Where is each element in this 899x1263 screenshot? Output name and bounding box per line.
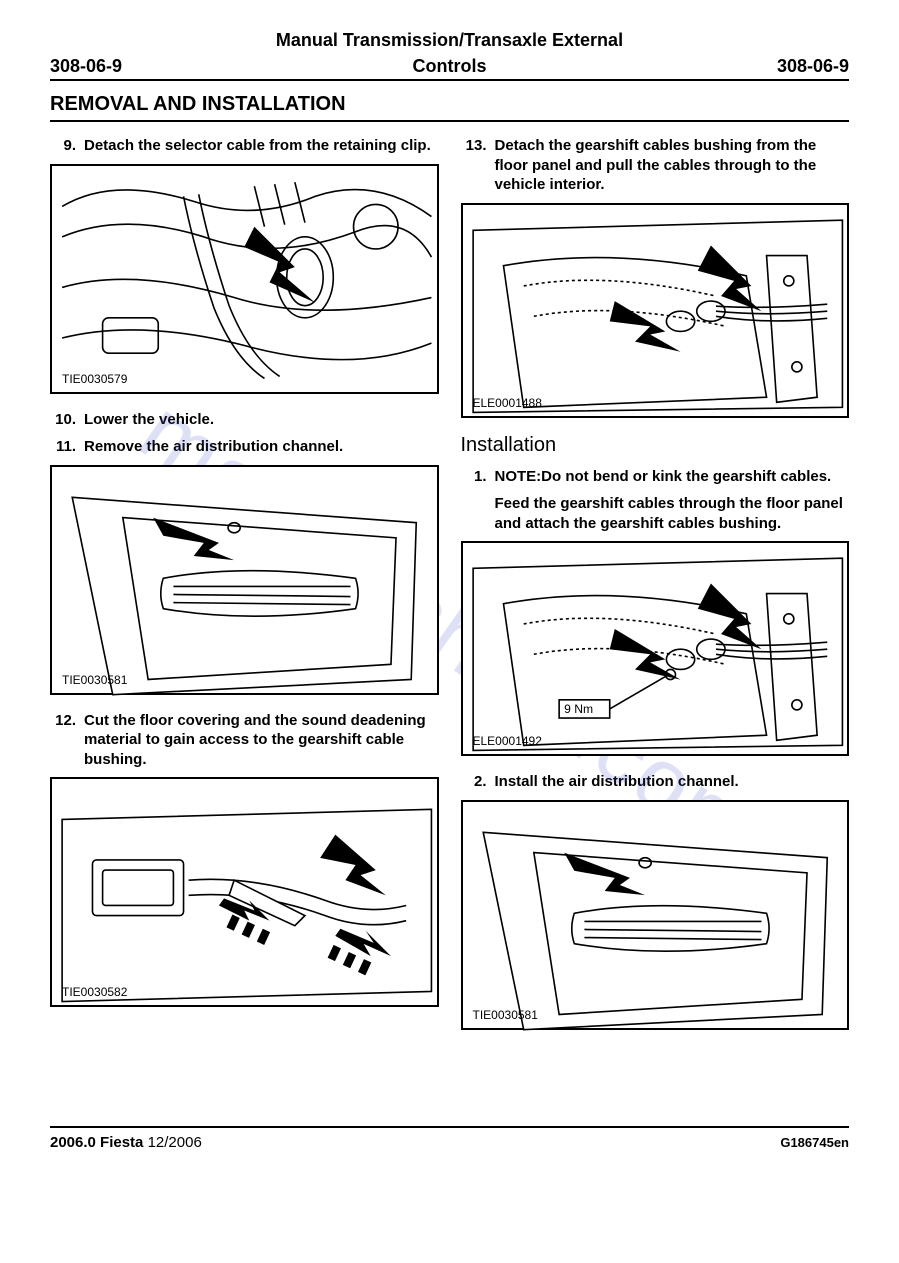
arrow-icon: [244, 226, 315, 302]
step-text: Detach the selector cable from the retai…: [84, 136, 439, 156]
step-12: 12. Cut the floor covering and the sound…: [50, 711, 439, 770]
left-column: 9. Detach the selector cable from the re…: [50, 136, 439, 1046]
step-number: 1.: [461, 467, 487, 487]
step-text: Detach the gearshift cables bushing from…: [495, 136, 850, 195]
diagram-air-channel: [52, 467, 437, 700]
figure-id: ELE0001492: [473, 734, 542, 748]
header-row: 308-06-9 Controls 308-06-9: [50, 56, 849, 82]
figure-step9: TIE0030579: [50, 164, 439, 394]
step-text: Lower the vehicle.: [84, 410, 439, 430]
footer-date: 12/2006: [148, 1134, 202, 1151]
page-header: Manual Transmission/Transaxle External: [50, 30, 849, 52]
figure-install2: TIE0030581: [461, 800, 850, 1030]
figure-id: TIE0030579: [62, 372, 127, 386]
figure-step11: TIE0030581: [50, 465, 439, 695]
torque-label: 9 Nm: [564, 702, 593, 716]
step-13: 13. Detach the gearshift cables bushing …: [461, 136, 850, 195]
step-text: Cut the floor covering and the sound dea…: [84, 711, 439, 770]
step-10: 10. Lower the vehicle.: [50, 410, 439, 430]
step-number: 9.: [50, 136, 76, 156]
header-title-line1: Manual Transmission/Transaxle External: [50, 30, 849, 52]
install-step-1-sub: Feed the gearshift cables through the fl…: [495, 494, 850, 533]
right-column: 13. Detach the gearshift cables bushing …: [461, 136, 850, 1046]
diagram-selector-cable: [52, 166, 437, 399]
footer-model: 2006.0 Fiesta: [50, 1134, 143, 1151]
step-11: 11. Remove the air distribution channel.: [50, 437, 439, 457]
diagram-bushing-detach: [463, 205, 848, 423]
step-number: 11.: [50, 437, 76, 457]
step-number: 12.: [50, 711, 76, 770]
install-step-2: 2. Install the air distribution channel.: [461, 772, 850, 792]
page-footer: 2006.0 Fiesta 12/2006 G186745en: [50, 1126, 849, 1151]
footer-model-date: 2006.0 Fiesta 12/2006: [50, 1134, 202, 1151]
step-text: Install the air distribution channel.: [495, 772, 850, 792]
footer-doc-id: G186745en: [780, 1135, 849, 1150]
section-code-left: 308-06-9: [50, 56, 122, 77]
header-title-line2: Controls: [413, 56, 487, 78]
section-code-right: 308-06-9: [777, 56, 849, 77]
step-text: NOTE:Do not bend or kink the gearshift c…: [495, 467, 850, 487]
step-text: Remove the air distribution channel.: [84, 437, 439, 457]
figure-step13: ELE0001488: [461, 203, 850, 418]
step-number: 13.: [461, 136, 487, 195]
figure-id: TIE0030582: [62, 985, 127, 999]
figure-id: ELE0001488: [473, 396, 542, 410]
step-number: 10.: [50, 410, 76, 430]
figure-id: TIE0030581: [473, 1008, 538, 1022]
diagram-air-channel-install: [463, 802, 848, 1035]
content-columns: 9. Detach the selector cable from the re…: [50, 136, 849, 1046]
step-9: 9. Detach the selector cable from the re…: [50, 136, 439, 156]
step-number: 2.: [461, 772, 487, 792]
diagram-bushing-install: 9 Nm: [463, 543, 848, 761]
figure-install1: 9 Nm ELE0001492: [461, 541, 850, 756]
subsection-installation: Installation: [461, 434, 850, 457]
figure-step12: TIE0030582: [50, 777, 439, 1007]
figure-id: TIE0030581: [62, 673, 127, 687]
install-step-1: 1. NOTE:Do not bend or kink the gearshif…: [461, 467, 850, 487]
section-heading: REMOVAL AND INSTALLATION: [50, 93, 849, 122]
diagram-floor-cut: [52, 779, 437, 1012]
